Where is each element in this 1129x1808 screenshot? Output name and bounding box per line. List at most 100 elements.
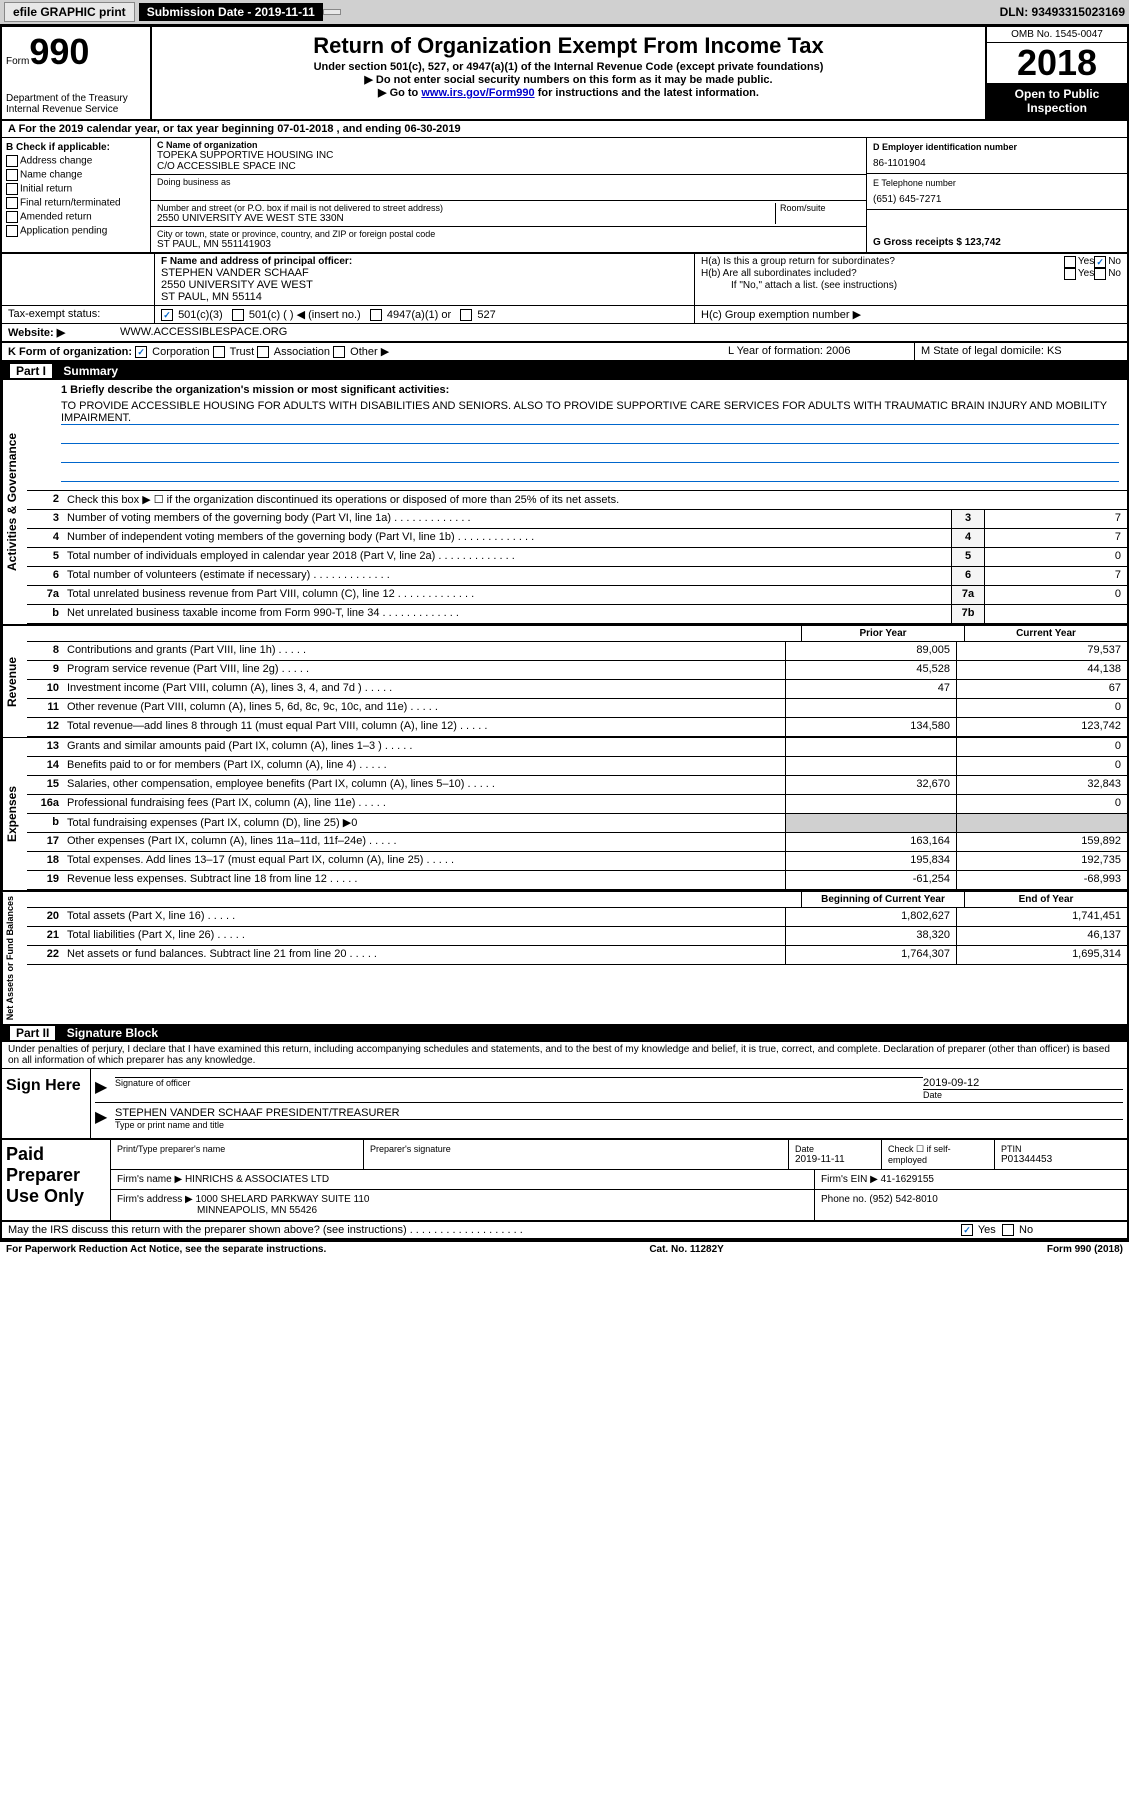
checkbox-pending[interactable]: [6, 225, 18, 237]
room-label: Room/suite: [780, 203, 860, 213]
dba-label: Doing business as: [157, 177, 860, 187]
chk-527[interactable]: [460, 309, 472, 321]
dept-label: Department of the TreasuryInternal Reven…: [6, 93, 146, 115]
chk-trust[interactable]: [213, 346, 225, 358]
discuss-yes[interactable]: [961, 1224, 973, 1236]
checkbox-address-change[interactable]: [6, 155, 18, 167]
efile-button[interactable]: efile GRAPHIC print: [4, 2, 135, 22]
ha-yes[interactable]: [1064, 256, 1076, 268]
city-label: City or town, state or province, country…: [157, 229, 860, 239]
firm-addr2: MINNEAPOLIS, MN 55426: [117, 1205, 808, 1216]
sig-date: 2019-09-12: [923, 1077, 1123, 1089]
org-careof: C/O ACCESSIBLE SPACE INC: [157, 161, 860, 172]
year-formation: L Year of formation: 2006: [722, 343, 915, 360]
summary-line: 15Salaries, other compensation, employee…: [27, 776, 1127, 795]
summary-line: 22Net assets or fund balances. Subtract …: [27, 946, 1127, 965]
chk-corp[interactable]: [135, 346, 147, 358]
tax-exempt-row: Tax-exempt status: 501(c)(3) 501(c) ( ) …: [2, 306, 1127, 324]
hb-no[interactable]: [1094, 268, 1106, 280]
firm-ein-label: Firm's EIN ▶: [821, 1174, 878, 1185]
website-label: Website: ▶: [2, 324, 114, 341]
officer-addr2: ST PAUL, MN 55114: [161, 291, 688, 303]
inspection-label: Open to Public Inspection: [987, 83, 1127, 119]
submission-date: Submission Date - 2019-11-11: [139, 3, 323, 21]
summary-line: 9Program service revenue (Part VIII, lin…: [27, 661, 1127, 680]
ha-no[interactable]: [1094, 256, 1106, 268]
form-header: Form990 Department of the TreasuryIntern…: [2, 27, 1127, 121]
chk-4947[interactable]: [370, 309, 382, 321]
expenses-label: Expenses: [2, 738, 27, 890]
part1-title: Summary: [63, 364, 118, 378]
phone-label: E Telephone number: [873, 178, 1121, 188]
summary-line: 16aProfessional fundraising fees (Part I…: [27, 795, 1127, 814]
form-number: 990: [29, 31, 89, 72]
hb-label: H(b) Are all subordinates included?: [701, 268, 1064, 280]
irs-link[interactable]: www.irs.gov/Form990: [421, 87, 534, 99]
mission-text: TO PROVIDE ACCESSIBLE HOUSING FOR ADULTS…: [61, 400, 1119, 425]
checkbox-amended[interactable]: [6, 211, 18, 223]
net-col-headers: Beginning of Current Year End of Year: [27, 892, 1127, 908]
revenue-label: Revenue: [2, 626, 27, 737]
officer-name: STEPHEN VANDER SCHAAF: [161, 267, 688, 279]
ptin-value: P01344453: [1001, 1154, 1121, 1165]
blank-button[interactable]: [323, 9, 341, 15]
discuss-text: May the IRS discuss this return with the…: [2, 1222, 955, 1238]
phone-value: (651) 645-7271: [873, 194, 1121, 205]
summary-line: 12Total revenue—add lines 8 through 11 (…: [27, 718, 1127, 737]
chk-other[interactable]: [333, 346, 345, 358]
netassets-section: Net Assets or Fund Balances Beginning of…: [2, 890, 1127, 1024]
website-row: Website: ▶ WWW.ACCESSIBLESPACE.ORG: [2, 324, 1127, 343]
org-address: 2550 UNIVERSITY AVE WEST STE 330N: [157, 213, 775, 224]
ein-value: 86-1101904: [873, 158, 1121, 169]
header-left: Form990 Department of the TreasuryIntern…: [2, 27, 152, 119]
checkbox-name-change[interactable]: [6, 169, 18, 181]
row-k: K Form of organization: Corporation Trus…: [2, 343, 1127, 362]
summary-line: 6Total number of volunteers (estimate if…: [27, 567, 1127, 586]
chk-501c3[interactable]: [161, 309, 173, 321]
current-year-header: Current Year: [964, 626, 1127, 641]
summary-line: bTotal fundraising expenses (Part IX, co…: [27, 814, 1127, 833]
netassets-label: Net Assets or Fund Balances: [2, 892, 27, 1024]
firm-name-label: Firm's name ▶: [117, 1174, 182, 1185]
section-b-heading: B Check if applicable:: [6, 142, 146, 153]
section-f-h-row: F Name and address of principal officer:…: [2, 254, 1127, 306]
hb-yes[interactable]: [1064, 268, 1076, 280]
summary-line: 20Total assets (Part X, line 16) . . . .…: [27, 908, 1127, 927]
chk-assoc[interactable]: [257, 346, 269, 358]
form-subtitle: Under section 501(c), 527, or 4947(a)(1)…: [156, 61, 981, 73]
prep-date-label: Date: [795, 1144, 875, 1154]
hb-note: If "No," attach a list. (see instruction…: [701, 280, 1121, 291]
officer-label: F Name and address of principal officer:: [161, 256, 688, 267]
prep-sig-label: Preparer's signature: [370, 1144, 782, 1154]
firm-addr-label: Firm's address ▶: [117, 1194, 193, 1205]
discuss-row: May the IRS discuss this return with the…: [2, 1222, 1127, 1240]
row-a-tax-year: A For the 2019 calendar year, or tax yea…: [2, 121, 1127, 138]
summary-line: 11Other revenue (Part VIII, column (A), …: [27, 699, 1127, 718]
chk-501c[interactable]: [232, 309, 244, 321]
summary-line: 17Other expenses (Part IX, column (A), l…: [27, 833, 1127, 852]
mission-label: 1 Briefly describe the organization's mi…: [61, 384, 1119, 396]
preparer-section: Paid Preparer Use Only Print/Type prepar…: [2, 1139, 1127, 1222]
checkbox-final-return[interactable]: [6, 197, 18, 209]
section-d-e-g: D Employer identification number 86-1101…: [866, 138, 1127, 252]
begin-year-header: Beginning of Current Year: [801, 892, 964, 907]
penalties-text: Under penalties of perjury, I declare th…: [2, 1042, 1127, 1069]
hc-label: H(c) Group exemption number ▶: [695, 306, 1127, 323]
summary-line: 4Number of independent voting members of…: [27, 529, 1127, 548]
prep-check-label: Check ☐ if self-employed: [888, 1144, 988, 1165]
gross-receipts: G Gross receipts $ 123,742: [873, 237, 1001, 248]
addr-label: Number and street (or P.O. box if mail i…: [157, 203, 775, 213]
form-org-label: K Form of organization:: [8, 346, 132, 358]
form-990: Form990 Department of the TreasuryIntern…: [0, 25, 1129, 1242]
summary-line: 18Total expenses. Add lines 13–17 (must …: [27, 852, 1127, 871]
checkbox-initial-return[interactable]: [6, 183, 18, 195]
summary-line: 5Total number of individuals employed in…: [27, 548, 1127, 567]
prep-phone-label: Phone no.: [821, 1194, 867, 1205]
arrow-icon: ▶: [95, 1107, 115, 1130]
rev-col-headers: Prior Year Current Year: [27, 626, 1127, 642]
footer-left: For Paperwork Reduction Act Notice, see …: [6, 1244, 326, 1255]
part1-header: Part I Summary: [2, 362, 1127, 380]
prior-year-header: Prior Year: [801, 626, 964, 641]
omb-number: OMB No. 1545-0047: [987, 27, 1127, 43]
discuss-no[interactable]: [1002, 1224, 1014, 1236]
